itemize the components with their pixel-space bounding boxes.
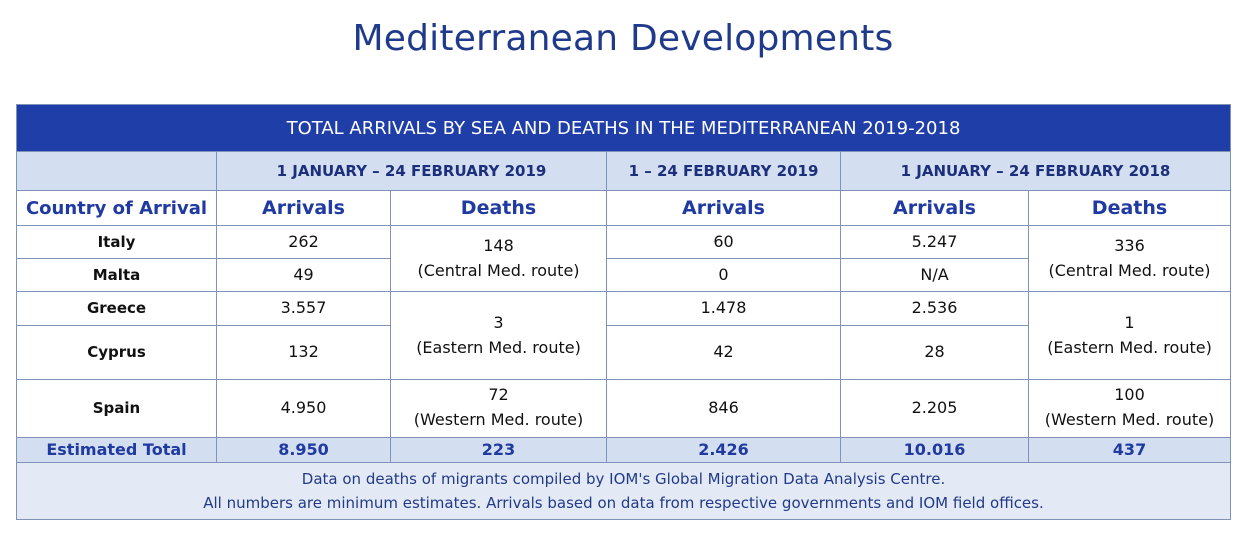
table-row: Greece 3.557 3 (Eastern Med. route) 1.47… (16, 291, 1232, 380)
deaths-value: 72 (488, 385, 509, 405)
total-arrivals-2018: 10.016 (840, 436, 1029, 463)
table-banner-row: TOTAL ARRIVALS BY SEA AND DEATHS IN THE … (15, 103, 1232, 153)
period-jan-feb-2019: 1 JANUARY – 24 FEBRUARY 2019 (216, 151, 607, 192)
arrivals-2018-cell: 28 (840, 324, 1029, 380)
deaths-2018-eastern-cell: 1 (Eastern Med. route) (1027, 291, 1232, 380)
period-empty-cell (16, 151, 217, 192)
arrivals-2018-cell: 2.205 (840, 378, 1029, 438)
route-label: (Eastern Med. route) (1047, 337, 1212, 357)
arrivals-2019-cell: 3.557 (216, 291, 391, 326)
route-label: (Eastern Med. route) (416, 337, 581, 357)
deaths-2019-central-cell: 148 (Central Med. route) (390, 225, 607, 293)
country-cell: Italy (16, 225, 217, 260)
arrivals-feb-2019-cell: 846 (606, 378, 841, 438)
arrivals-feb-2019-cell: 60 (606, 225, 841, 260)
page-title: Mediterranean Developments (352, 18, 894, 59)
total-deaths-2018: 437 (1027, 436, 1232, 463)
notes-row: Data on deaths of migrants compiled by I… (15, 461, 1232, 521)
table-row: Spain 4.950 72 (Western Med. route) 846 … (16, 378, 1232, 438)
arrivals-feb-2019-header: Arrivals (606, 190, 841, 227)
note-line-2: All numbers are minimum estimates. Arriv… (203, 493, 1044, 512)
arrivals-2019-cell: 49 (216, 258, 391, 293)
country-cell: Cyprus (16, 324, 217, 380)
arrivals-feb-2019-cell: 42 (606, 324, 841, 380)
route-label: (Western Med. route) (1044, 410, 1215, 430)
period-header-row: 1 JANUARY – 24 FEBRUARY 2019 1 – 24 FEBR… (16, 151, 1232, 192)
deaths-value: 3 (493, 312, 504, 332)
deaths-2019-header: Deaths (390, 190, 607, 227)
deaths-2019-eastern-cell: 3 (Eastern Med. route) (390, 291, 607, 380)
period-jan-feb-2018: 1 JANUARY – 24 FEBRUARY 2018 (839, 151, 1232, 192)
period-feb-2019: 1 – 24 FEBRUARY 2019 (606, 151, 841, 192)
totals-label: Estimated Total (16, 436, 217, 463)
deaths-value: 336 (1114, 236, 1145, 256)
arrivals-feb-2019-cell: 1.478 (606, 291, 841, 326)
deaths-value: 1 (1124, 312, 1135, 332)
deaths-2019-western-cell: 72 (Western Med. route) (390, 378, 607, 438)
arrivals-2019-cell: 132 (216, 324, 391, 380)
totals-row: Estimated Total 8.950 223 2.426 10.016 4… (16, 436, 1232, 463)
table-banner: TOTAL ARRIVALS BY SEA AND DEATHS IN THE … (15, 103, 1232, 153)
country-cell: Spain (16, 378, 217, 438)
deaths-2018-central-cell: 336 (Central Med. route) (1027, 225, 1232, 293)
deaths-value: 100 (1114, 385, 1145, 405)
column-header-row: Country of Arrival Arrivals Deaths Arriv… (16, 190, 1232, 227)
arrivals-2018-cell: N/A (840, 258, 1029, 293)
arrivals-2018-cell: 2.536 (840, 291, 1029, 326)
arrivals-2018-cell: 5.247 (840, 225, 1029, 260)
note-line-1: Data on deaths of migrants compiled by I… (301, 469, 946, 488)
arrivals-2019-header: Arrivals (216, 190, 391, 227)
arrivals-2018-header: Arrivals (840, 190, 1029, 227)
total-deaths-2019: 223 (390, 436, 607, 463)
deaths-2018-header: Deaths (1027, 190, 1232, 227)
arrivals-2019-cell: 262 (216, 225, 391, 260)
deaths-2018-western-cell: 100 (Western Med. route) (1027, 378, 1232, 438)
route-label: (Western Med. route) (413, 410, 584, 430)
route-label: (Central Med. route) (1048, 260, 1211, 280)
total-arrivals-feb-2019: 2.426 (606, 436, 841, 463)
total-arrivals-2019: 8.950 (216, 436, 391, 463)
country-column-header: Country of Arrival (16, 190, 217, 227)
deaths-value: 148 (483, 236, 514, 256)
table-row: Italy 262 148 (Central Med. route) 60 5.… (16, 225, 1232, 293)
table-row: Cyprus 132 42 28 (16, 324, 1231, 380)
arrivals-deaths-table: TOTAL ARRIVALS BY SEA AND DEATHS IN THE … (15, 103, 1232, 521)
arrivals-feb-2019-cell: 0 (606, 258, 841, 293)
notes-cell: Data on deaths of migrants compiled by I… (15, 461, 1232, 521)
table-row: Malta 49 0 N/A (16, 258, 1231, 293)
country-cell: Greece (16, 291, 217, 326)
route-label: (Central Med. route) (417, 260, 580, 280)
country-cell: Malta (16, 258, 217, 293)
arrivals-2019-cell: 4.950 (216, 378, 391, 438)
